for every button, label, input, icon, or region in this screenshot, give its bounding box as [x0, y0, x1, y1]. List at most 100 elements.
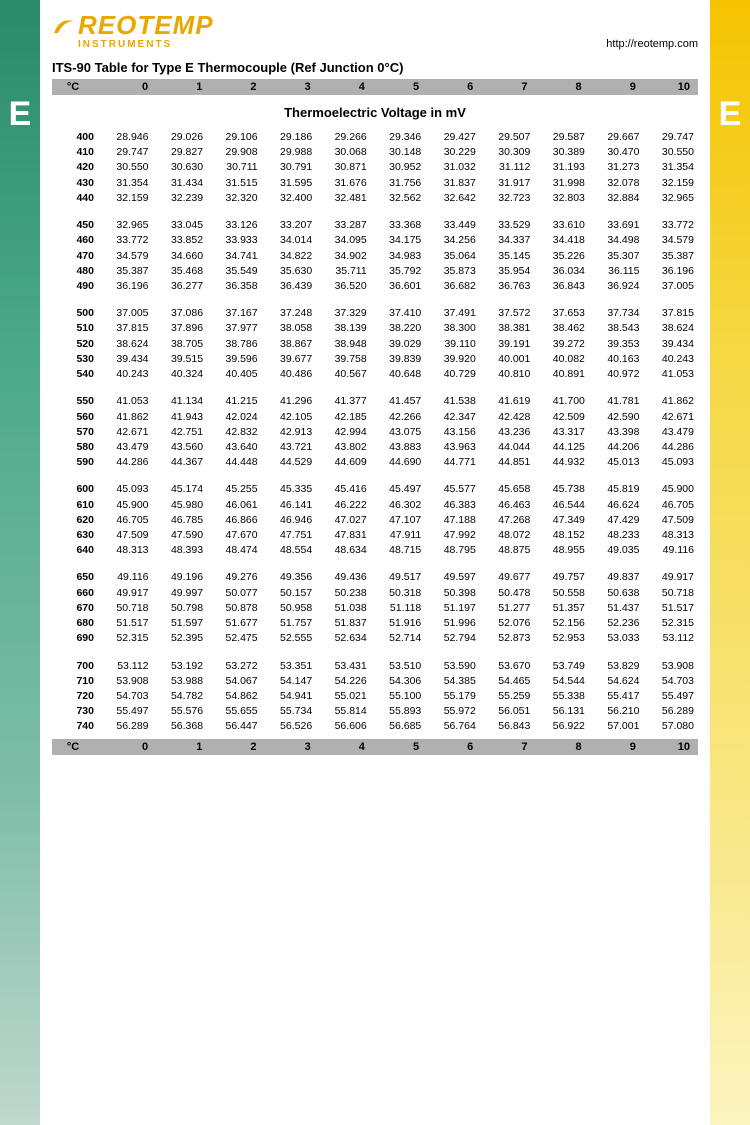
- value-cell: 38.867: [262, 337, 317, 352]
- value-cell: 40.243: [643, 352, 698, 367]
- table-row: 70053.11253.19253.27253.35153.43153.5105…: [52, 659, 698, 674]
- column-header-cell: 9: [586, 741, 640, 753]
- table-row: 67050.71850.79850.87850.95851.03851.1185…: [52, 601, 698, 616]
- table-row: 60045.09345.17445.25545.33545.41645.4974…: [52, 482, 698, 497]
- temp-cell: 600: [52, 482, 98, 497]
- value-cell: 39.029: [371, 337, 426, 352]
- value-cell: 50.718: [98, 601, 153, 616]
- table-row: 52038.62438.70538.78638.86738.94839.0293…: [52, 337, 698, 352]
- value-cell: 44.367: [153, 455, 208, 470]
- group-gap: [52, 294, 698, 306]
- value-cell: 45.416: [316, 482, 371, 497]
- value-cell: 43.721: [262, 440, 317, 455]
- table-row: 71053.90853.98854.06754.14754.22654.3065…: [52, 674, 698, 689]
- value-cell: 41.377: [316, 394, 371, 409]
- value-cell: 48.313: [643, 528, 698, 543]
- value-cell: 43.883: [371, 440, 426, 455]
- right-stripe: E: [710, 0, 750, 1125]
- value-cell: 47.349: [534, 513, 589, 528]
- table-row: 57042.67142.75142.83242.91342.99443.0754…: [52, 425, 698, 440]
- value-cell: 30.711: [207, 160, 262, 175]
- value-cell: 37.005: [98, 306, 153, 321]
- table-row: 45032.96533.04533.12633.20733.28733.3683…: [52, 218, 698, 233]
- value-cell: 41.781: [589, 394, 644, 409]
- value-cell: 37.167: [207, 306, 262, 321]
- value-cell: 37.491: [425, 306, 480, 321]
- value-cell: 32.884: [589, 191, 644, 206]
- value-cell: 36.034: [534, 264, 589, 279]
- value-cell: 30.309: [480, 145, 535, 160]
- value-cell: 31.193: [534, 160, 589, 175]
- value-cell: 56.368: [153, 719, 208, 734]
- value-cell: 34.498: [589, 233, 644, 248]
- value-cell: 53.590: [425, 659, 480, 674]
- temp-cell: 470: [52, 249, 98, 264]
- value-cell: 46.705: [643, 498, 698, 513]
- value-cell: 46.463: [480, 498, 535, 513]
- value-cell: 39.596: [207, 352, 262, 367]
- table-row: 41029.74729.82729.90829.98830.06830.1483…: [52, 145, 698, 160]
- value-cell: 45.900: [643, 482, 698, 497]
- value-cell: 49.517: [371, 570, 426, 585]
- value-cell: 48.313: [98, 543, 153, 558]
- value-cell: 44.690: [371, 455, 426, 470]
- table-row: 61045.90045.98046.06146.14146.22246.3024…: [52, 498, 698, 513]
- value-cell: 33.610: [534, 218, 589, 233]
- value-cell: 34.418: [534, 233, 589, 248]
- value-cell: 47.509: [643, 513, 698, 528]
- column-header-cell: 3: [261, 741, 315, 753]
- value-cell: 35.064: [425, 249, 480, 264]
- value-cell: 53.112: [98, 659, 153, 674]
- value-cell: 41.862: [643, 394, 698, 409]
- value-cell: 44.609: [316, 455, 371, 470]
- value-cell: 33.207: [262, 218, 317, 233]
- value-cell: 44.851: [480, 455, 535, 470]
- value-cell: 45.174: [153, 482, 208, 497]
- value-cell: 53.908: [98, 674, 153, 689]
- value-cell: 32.965: [643, 191, 698, 206]
- value-cell: 55.893: [371, 704, 426, 719]
- value-cell: 37.734: [589, 306, 644, 321]
- value-cell: 34.175: [371, 233, 426, 248]
- table-row: 46033.77233.85233.93334.01434.09534.1753…: [52, 233, 698, 248]
- temp-cell: 720: [52, 689, 98, 704]
- value-cell: 43.156: [425, 425, 480, 440]
- column-header-cell: 5: [369, 81, 423, 93]
- value-cell: 33.126: [207, 218, 262, 233]
- value-cell: 32.803: [534, 191, 589, 206]
- value-cell: 37.329: [316, 306, 371, 321]
- column-header-cell: 10: [640, 81, 694, 93]
- column-header-cell: 6: [423, 81, 477, 93]
- value-cell: 44.529: [262, 455, 317, 470]
- value-cell: 29.587: [534, 130, 589, 145]
- group-gap: [52, 470, 698, 482]
- value-cell: 50.878: [207, 601, 262, 616]
- table-row: 63047.50947.59047.67047.75147.83147.9114…: [52, 528, 698, 543]
- value-cell: 53.908: [643, 659, 698, 674]
- value-cell: 50.318: [371, 586, 426, 601]
- temp-cell: 580: [52, 440, 98, 455]
- value-cell: 36.115: [589, 264, 644, 279]
- value-cell: 51.597: [153, 616, 208, 631]
- value-cell: 49.597: [425, 570, 480, 585]
- value-cell: 40.567: [316, 367, 371, 382]
- value-cell: 43.560: [153, 440, 208, 455]
- table-row: 55041.05341.13441.21541.29641.37741.4574…: [52, 394, 698, 409]
- value-cell: 38.462: [534, 321, 589, 336]
- value-cell: 37.005: [643, 279, 698, 294]
- value-cell: 35.145: [480, 249, 535, 264]
- value-cell: 56.210: [589, 704, 644, 719]
- content: REOTEMP INSTRUMENTS http://reotemp.com I…: [40, 0, 710, 765]
- value-cell: 43.479: [643, 425, 698, 440]
- temp-cell: 650: [52, 570, 98, 585]
- value-cell: 46.302: [371, 498, 426, 513]
- value-cell: 47.590: [153, 528, 208, 543]
- value-cell: 40.891: [534, 367, 589, 382]
- value-cell: 42.751: [153, 425, 208, 440]
- value-cell: 30.952: [371, 160, 426, 175]
- value-cell: 36.924: [589, 279, 644, 294]
- value-cell: 55.179: [425, 689, 480, 704]
- value-cell: 32.159: [643, 176, 698, 191]
- value-cell: 49.757: [534, 570, 589, 585]
- value-cell: 48.554: [262, 543, 317, 558]
